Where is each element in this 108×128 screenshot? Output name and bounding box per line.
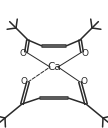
Text: O: O	[82, 49, 88, 57]
Text: O: O	[20, 49, 26, 57]
Text: O: O	[21, 77, 28, 86]
Text: O: O	[80, 77, 87, 86]
Text: Ca: Ca	[47, 62, 61, 72]
